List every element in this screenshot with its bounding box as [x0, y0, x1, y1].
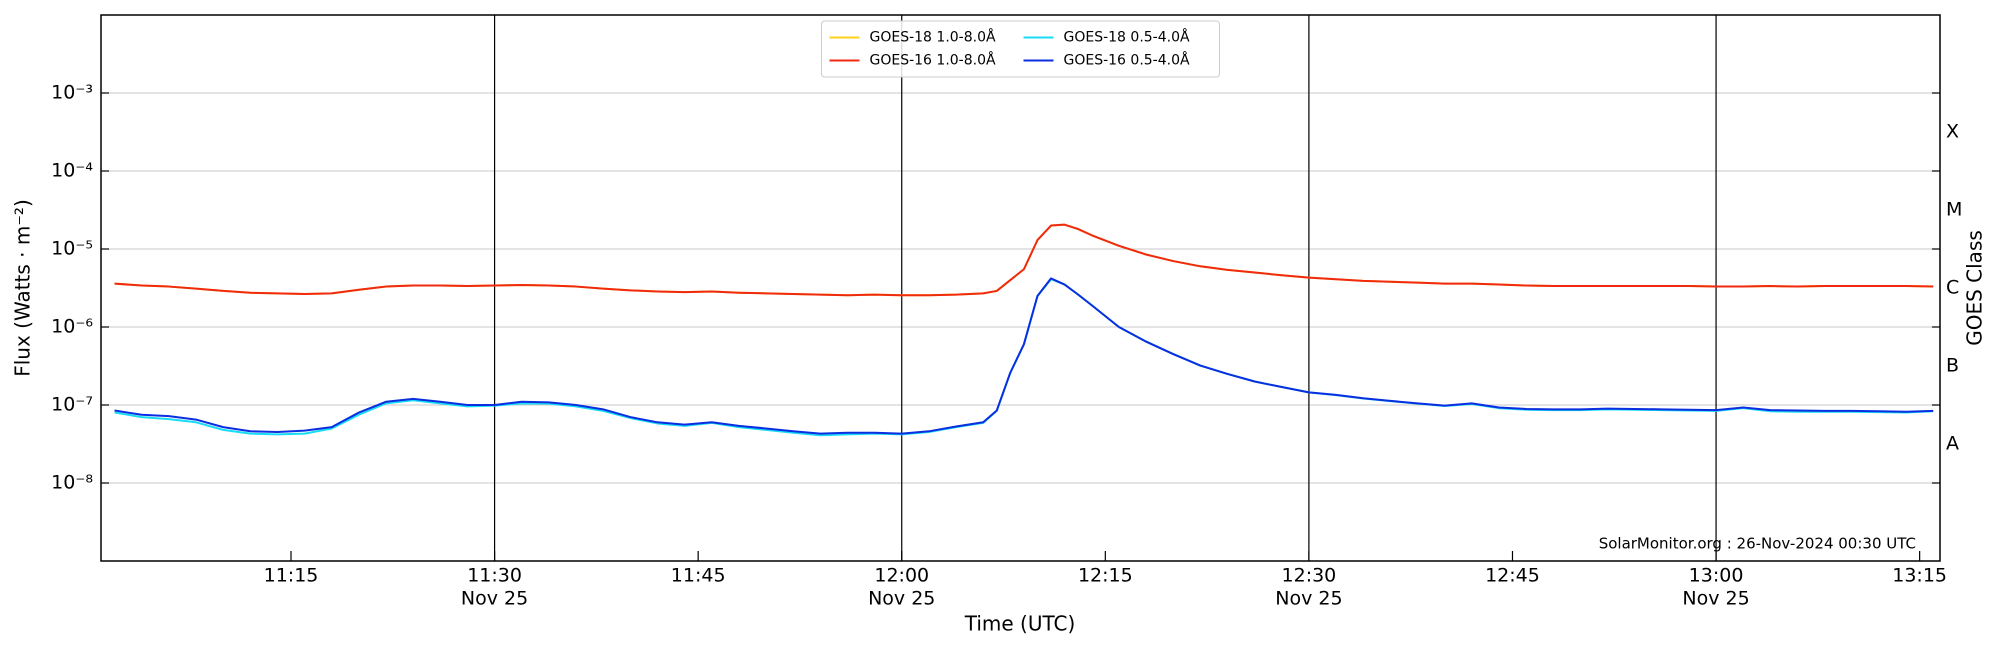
plot-frame	[100, 14, 1941, 562]
x-tick-label: 13:15	[1892, 565, 1947, 587]
series-line	[114, 223, 1934, 297]
y2-axis-label: GOES Class	[1963, 230, 1987, 346]
x-tick-label: 12:00	[874, 565, 929, 587]
x-tick-label: 12:30	[1282, 565, 1337, 587]
y-tick-label: 10⁻⁷	[51, 394, 93, 416]
legend-box	[821, 20, 1220, 78]
legend-label: GOES-16 1.0-8.0Å	[870, 52, 996, 69]
y-tick-label: 10⁻⁵	[51, 238, 93, 260]
x-tick-label: 11:30	[467, 565, 522, 587]
y2-tick-label: B	[1946, 355, 1959, 377]
legend-label: GOES-16 0.5-4.0Å	[1064, 52, 1190, 69]
y-axis-label: Flux (Watts · m⁻²)	[11, 199, 35, 377]
annotation: SolarMonitor.org : 26-Nov-2024 00:30 UTC	[1599, 535, 1916, 553]
x-axis-label: Time (UTC)	[964, 612, 1076, 636]
y2-tick-label: X	[1946, 121, 1959, 143]
x-tick-date: Nov 25	[1682, 588, 1749, 610]
legend-label: GOES-18 0.5-4.0Å	[1064, 29, 1190, 46]
x-tick-label: 13:00	[1689, 565, 1744, 587]
y2-tick-label: A	[1946, 433, 1959, 455]
x-tick-date: Nov 25	[1275, 588, 1342, 610]
x-tick-label: 11:45	[671, 565, 726, 587]
y-tick-label: 10⁻³	[51, 82, 93, 104]
series-line	[114, 223, 1934, 297]
x-tick-label: 12:45	[1485, 565, 1540, 587]
x-tick-date: Nov 25	[461, 588, 528, 610]
y2-tick-label: C	[1946, 277, 1959, 299]
series-line	[114, 278, 1934, 437]
y-tick-label: 10⁻⁶	[51, 316, 93, 338]
series-line	[114, 277, 1934, 435]
legend-label: GOES-18 1.0-8.0Å	[870, 29, 996, 46]
x-tick-label: 11:15	[264, 565, 319, 587]
y-tick-label: 10⁻⁸	[51, 472, 93, 494]
y-tick-label: 10⁻⁴	[51, 160, 93, 182]
x-tick-label: 12:15	[1078, 565, 1133, 587]
y2-tick-label: M	[1946, 199, 1962, 221]
x-tick-date: Nov 25	[868, 588, 935, 610]
